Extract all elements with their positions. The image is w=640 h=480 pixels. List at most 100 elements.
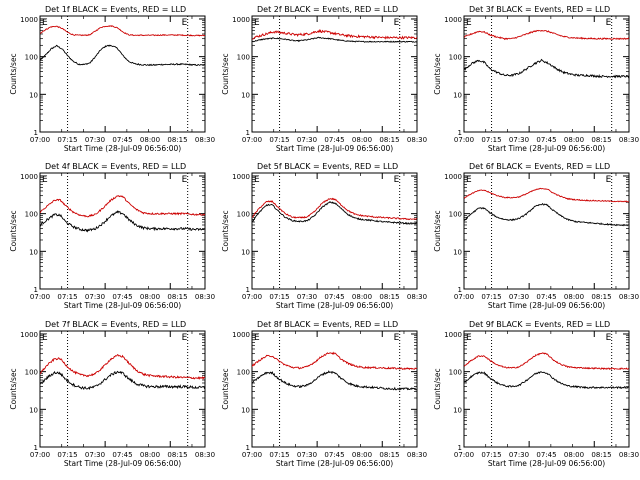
marker-label: E xyxy=(394,333,400,343)
marker-label: E xyxy=(182,175,188,185)
y-tick-label: 1 xyxy=(34,444,38,452)
x-tick-label: 07:45 xyxy=(536,293,556,301)
x-tick-label: 07:15 xyxy=(57,293,77,301)
plot-frame xyxy=(39,15,206,133)
panel-title: Det 7f BLACK = Events, RED = LLD xyxy=(45,320,186,329)
lld-series-line xyxy=(40,25,205,37)
y-tick-label: 10 xyxy=(453,406,462,414)
events-series-line xyxy=(464,58,629,79)
x-axis-label: Start Time (28-Jul-09 06:56:00) xyxy=(64,301,181,310)
panel-4: Det 4f BLACK = Events, RED = LLD 1 10 100 10… xyxy=(9,162,215,310)
lld-series-line xyxy=(252,28,417,40)
x-tick-label: 07:15 xyxy=(481,451,501,459)
panel-1: Det 1f BLACK = Events, RED = LLD 1 10 100 10… xyxy=(9,5,215,153)
y-tick-label: 1000 xyxy=(444,173,462,181)
y-tick-label: 1 xyxy=(458,129,462,137)
x-axis-label: Start Time (28-Jul-09 06:56:00) xyxy=(64,459,181,468)
panel-3: Det 3f BLACK = Events, RED = LLD 1 10 100 10… xyxy=(433,5,639,153)
x-tick-label: 08:00 xyxy=(352,293,372,301)
panel-7: Det 7f BLACK = Events, RED = LLD 1 10 100 10… xyxy=(9,320,215,468)
x-tick-label: 07:00 xyxy=(242,451,262,459)
x-tick-label: 08:00 xyxy=(564,451,584,459)
x-tick-label: 07:45 xyxy=(536,451,556,459)
y-axis-label: Counts/sec xyxy=(433,210,442,251)
plot-frame xyxy=(463,15,630,133)
x-tick-label: 07:15 xyxy=(57,136,77,144)
marker-label: E xyxy=(42,333,48,343)
x-tick-label: 08:30 xyxy=(407,136,427,144)
x-tick-label: 08:00 xyxy=(140,451,160,459)
lld-series-line xyxy=(40,354,205,381)
y-axis-label: Counts/sec xyxy=(9,368,18,409)
events-series-line xyxy=(464,202,629,227)
x-tick-label: 07:45 xyxy=(112,293,132,301)
y-tick-label: 1 xyxy=(34,129,38,137)
y-tick-label: 100 xyxy=(449,54,462,62)
events-series-line xyxy=(252,201,417,225)
panel-title: Det 2f BLACK = Events, RED = LLD xyxy=(257,5,398,14)
marker-label: E xyxy=(182,333,188,343)
y-tick-label: 1 xyxy=(246,129,250,137)
panel-9: Det 9f BLACK = Events, RED = LLD 1 10 100 10… xyxy=(433,320,639,468)
y-tick-label: 100 xyxy=(25,54,38,62)
x-tick-label: 08:30 xyxy=(619,451,639,459)
marker-label: E xyxy=(42,175,48,185)
x-tick-label: 07:30 xyxy=(509,451,529,459)
x-axis-label: Start Time (28-Jul-09 06:56:00) xyxy=(64,144,181,153)
events-series-line xyxy=(252,370,417,391)
x-tick-label: 07:00 xyxy=(454,293,474,301)
events-series-line xyxy=(40,210,205,233)
x-tick-label: 07:45 xyxy=(112,136,132,144)
panel-8: Det 8f BLACK = Events, RED = LLD 1 10 100 10… xyxy=(221,320,427,468)
x-tick-label: 08:15 xyxy=(379,451,399,459)
x-tick-label: 07:15 xyxy=(269,136,289,144)
x-axis-label: Start Time (28-Jul-09 06:56:00) xyxy=(276,301,393,310)
x-tick-label: 07:30 xyxy=(297,136,317,144)
x-tick-label: 08:00 xyxy=(352,136,372,144)
plot-frame xyxy=(251,172,418,290)
x-tick-label: 07:30 xyxy=(297,451,317,459)
x-tick-label: 07:45 xyxy=(112,451,132,459)
marker-label: E xyxy=(254,333,260,343)
x-tick-label: 08:00 xyxy=(352,451,372,459)
y-tick-label: 10 xyxy=(29,248,38,256)
panel-6: Det 6f BLACK = Events, RED = LLD 1 10 100 10… xyxy=(433,162,639,310)
y-tick-label: 10 xyxy=(241,248,250,256)
x-tick-label: 07:00 xyxy=(30,451,50,459)
y-tick-label: 1000 xyxy=(232,331,250,339)
plot-frame xyxy=(463,330,630,448)
y-tick-label: 100 xyxy=(237,54,250,62)
y-axis-label: Counts/sec xyxy=(9,53,18,94)
y-tick-label: 1000 xyxy=(444,331,462,339)
y-tick-label: 1 xyxy=(246,444,250,452)
x-tick-label: 08:00 xyxy=(564,136,584,144)
x-tick-label: 07:15 xyxy=(269,293,289,301)
x-tick-label: 07:45 xyxy=(324,451,344,459)
x-axis-label: Start Time (28-Jul-09 06:56:00) xyxy=(488,459,605,468)
x-tick-label: 08:15 xyxy=(591,293,611,301)
x-tick-label: 08:30 xyxy=(195,136,215,144)
x-tick-label: 07:45 xyxy=(324,293,344,301)
panel-title: Det 1f BLACK = Events, RED = LLD xyxy=(45,5,186,14)
x-tick-label: 08:15 xyxy=(167,136,187,144)
y-tick-label: 1000 xyxy=(444,16,462,24)
y-tick-label: 100 xyxy=(25,211,38,219)
y-tick-label: 100 xyxy=(237,211,250,219)
events-series-line xyxy=(464,371,629,390)
x-tick-label: 08:15 xyxy=(591,451,611,459)
plot-frame xyxy=(463,172,630,290)
x-tick-label: 07:30 xyxy=(85,136,105,144)
y-tick-label: 10 xyxy=(29,406,38,414)
y-axis-label: Counts/sec xyxy=(433,53,442,94)
plot-frame xyxy=(39,330,206,448)
x-axis-label: Start Time (28-Jul-09 06:56:00) xyxy=(488,144,605,153)
x-tick-label: 08:30 xyxy=(619,136,639,144)
events-series-line xyxy=(40,44,205,67)
panel-2: Det 2f BLACK = Events, RED = LLD 1 10 100 10… xyxy=(221,5,427,153)
x-tick-label: 08:30 xyxy=(195,293,215,301)
y-tick-label: 100 xyxy=(237,369,250,377)
x-tick-label: 08:00 xyxy=(140,136,160,144)
lld-series-line xyxy=(464,29,629,41)
x-tick-label: 07:00 xyxy=(242,293,262,301)
